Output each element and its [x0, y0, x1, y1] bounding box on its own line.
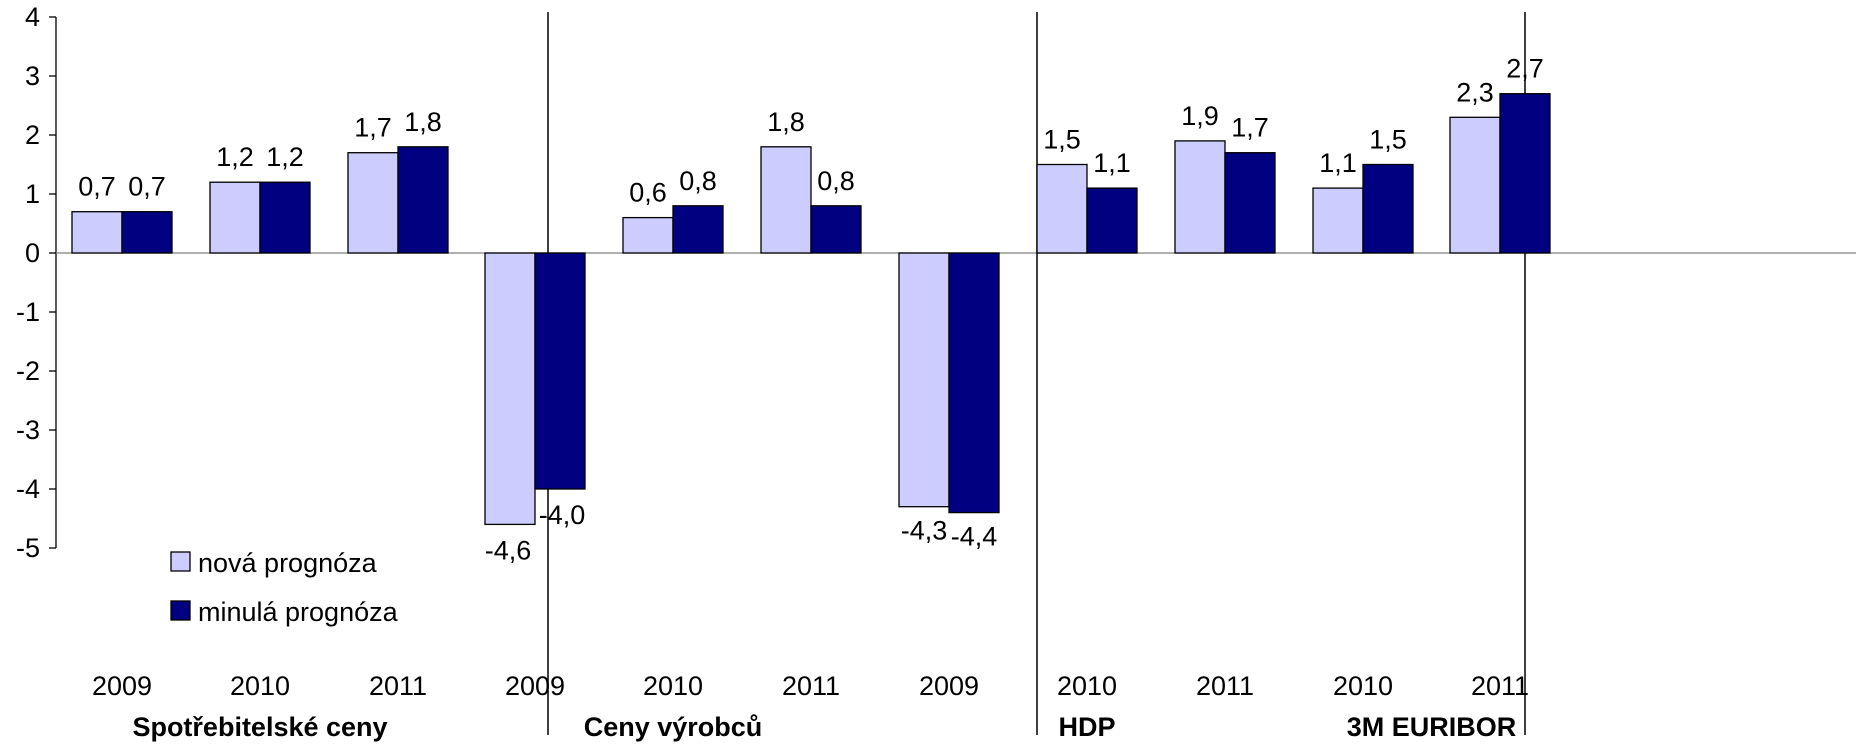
category-label: 2009	[919, 671, 979, 701]
data-label: -4,4	[951, 522, 998, 552]
category-label: 2010	[230, 671, 290, 701]
data-label: 0,7	[78, 172, 116, 202]
legend-swatch	[170, 551, 191, 572]
category-label: 2010	[643, 671, 703, 701]
category-label: 2011	[369, 671, 427, 701]
data-label: 1,8	[767, 107, 805, 137]
data-label: 1,1	[1319, 148, 1357, 178]
bar-nova-prognoza	[898, 252, 950, 508]
data-label: 0,7	[128, 172, 166, 202]
bar-nova-prognoza	[209, 181, 261, 254]
bar-nova-prognoza	[347, 152, 399, 254]
category-label: 2010	[1057, 671, 1117, 701]
y-tick-label: -2	[16, 356, 40, 386]
bar-minula-prognoza	[1224, 152, 1276, 254]
bar-nova-prognoza	[1036, 163, 1088, 254]
group-label: HDP	[1058, 712, 1115, 742]
bar-minula-prognoza	[948, 252, 1000, 514]
y-tick-label: 3	[25, 61, 40, 91]
category-label: 2011	[1196, 671, 1254, 701]
data-label: 1,5	[1043, 125, 1081, 155]
data-label: 1,5	[1369, 125, 1407, 155]
category-label: 2009	[92, 671, 152, 701]
bar-nova-prognoza	[1174, 140, 1226, 254]
bar-minula-prognoza	[1362, 163, 1414, 254]
y-tick-label: -3	[16, 415, 40, 445]
y-tick-label: 4	[25, 2, 40, 32]
y-tick-label: 1	[25, 179, 40, 209]
data-label: 1,7	[354, 113, 392, 143]
bar-nova-prognoza	[760, 146, 812, 254]
bar-nova-prognoza	[1449, 116, 1501, 254]
bar-nova-prognoza	[1312, 187, 1364, 254]
category-label: 2011	[782, 671, 840, 701]
group-label: Ceny výrobců	[584, 712, 763, 742]
bar-minula-prognoza	[672, 205, 724, 254]
bar-nova-prognoza	[71, 211, 123, 254]
bar-minula-prognoza	[397, 146, 449, 254]
data-label: 1,7	[1231, 113, 1269, 143]
bar-nova-prognoza	[622, 216, 674, 254]
data-label: 1,1	[1093, 148, 1131, 178]
legend-label: minulá prognóza	[198, 597, 399, 627]
data-label: -4,3	[901, 516, 948, 546]
data-label: 1,9	[1181, 101, 1219, 131]
data-label: -4,0	[539, 500, 586, 530]
category-label: 2010	[1333, 671, 1393, 701]
data-label: 0,8	[679, 166, 717, 196]
y-tick-label: -1	[16, 297, 40, 327]
data-label: 1,8	[404, 107, 442, 137]
legend-swatch	[170, 600, 191, 621]
group-label: 3M EURIBOR	[1347, 712, 1517, 742]
bar-minula-prognoza	[810, 205, 862, 254]
bar-minula-prognoza	[259, 181, 311, 254]
data-label: 2,3	[1456, 77, 1494, 107]
legend-label: nová prognóza	[198, 548, 378, 578]
bar-minula-prognoza	[1086, 187, 1138, 254]
bar-nova-prognoza	[484, 252, 536, 526]
category-label: 2011	[1471, 671, 1529, 701]
data-label: 0,6	[629, 178, 667, 208]
bar-minula-prognoza	[121, 211, 173, 254]
data-label: 0,8	[817, 166, 855, 196]
bar-minula-prognoza	[1499, 93, 1551, 254]
data-label: 1,2	[266, 142, 304, 172]
y-tick-label: -5	[16, 533, 40, 563]
y-tick-label: 0	[25, 238, 40, 268]
bar-minula-prognoza	[534, 252, 586, 490]
y-tick-label: 2	[25, 120, 40, 150]
group-label: Spotřebitelské ceny	[132, 712, 387, 742]
data-label: 1,2	[216, 142, 254, 172]
y-tick-label: -4	[16, 474, 40, 504]
data-label: -4,6	[485, 535, 532, 565]
data-label: 2,7	[1506, 54, 1544, 84]
category-label: 2009	[505, 671, 565, 701]
